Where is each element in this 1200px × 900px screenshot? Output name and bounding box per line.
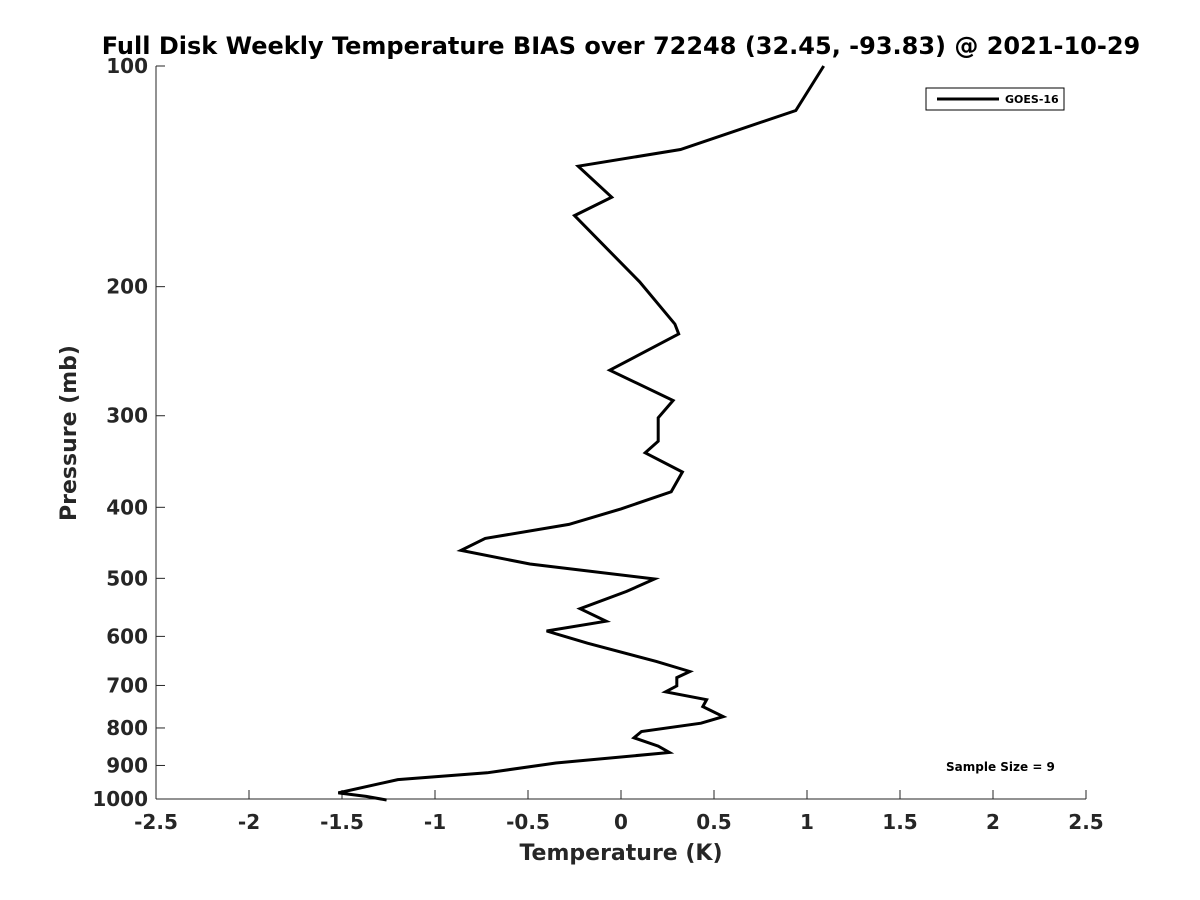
- y-tick-label: 500: [106, 566, 148, 590]
- x-tick-label: 2: [986, 810, 1000, 834]
- y-tick-label: 900: [106, 753, 148, 777]
- y-tick-label: 800: [106, 716, 148, 740]
- y-tick-label: 100: [106, 54, 148, 78]
- x-tick-label: 1: [800, 810, 814, 834]
- x-tick-label: -2.5: [134, 810, 178, 834]
- y-tick-label: 400: [106, 495, 148, 519]
- y-tick-label: 200: [106, 275, 148, 299]
- x-tick-label: -1.5: [320, 810, 364, 834]
- x-tick-label: 0: [614, 810, 628, 834]
- y-tick-label: 300: [106, 404, 148, 428]
- y-tick-label: 1000: [92, 787, 148, 811]
- x-tick-label: -2: [238, 810, 260, 834]
- x-tick-label: -0.5: [506, 810, 550, 834]
- y-tick-label: 700: [106, 673, 148, 697]
- x-ticks: -2.5 -2 -1.5 -1 -0.5 0 0.5 1 1.5 2 2.5: [134, 790, 1104, 834]
- y-tick-label: 600: [106, 624, 148, 648]
- sample-size-annotation: Sample Size = 9: [946, 760, 1055, 774]
- x-tick-label: 2.5: [1068, 810, 1103, 834]
- y-axis-label: Pressure (mb): [57, 345, 82, 521]
- y-ticks: 100 200 300 400 500 600 700 800 900 1000: [92, 54, 165, 811]
- legend-entry-label: GOES-16: [1005, 93, 1059, 106]
- x-tick-label: 0.5: [696, 810, 731, 834]
- plot-axes: [155, 66, 1086, 800]
- legend: GOES-16: [925, 87, 1065, 111]
- x-axis-label: Temperature (K): [519, 841, 722, 866]
- series-line-goes-16: [337, 65, 825, 802]
- x-tick-label: -1: [424, 810, 446, 834]
- x-tick-label: 1.5: [882, 810, 917, 834]
- chart-title: Full Disk Weekly Temperature BIAS over 7…: [102, 32, 1141, 60]
- series-layer: [337, 65, 825, 802]
